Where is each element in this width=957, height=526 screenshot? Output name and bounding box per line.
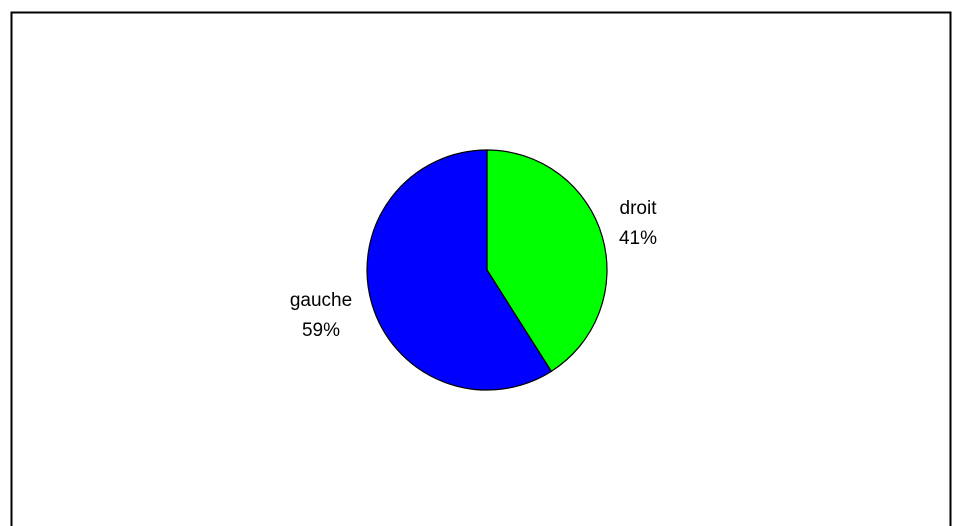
slice-category-label-gauche: gauche [290,290,352,311]
pie-labels: droit 41% gauche 59% [290,198,657,341]
slice-percent-label-droit: 41% [619,228,657,249]
pie-slice-gauche [366,149,553,391]
slice-category-label-droit: droit [620,198,658,219]
slice-percent-label-gauche: 59% [302,320,340,341]
pie-slice-droit [486,149,608,373]
pie-slices [366,149,608,391]
